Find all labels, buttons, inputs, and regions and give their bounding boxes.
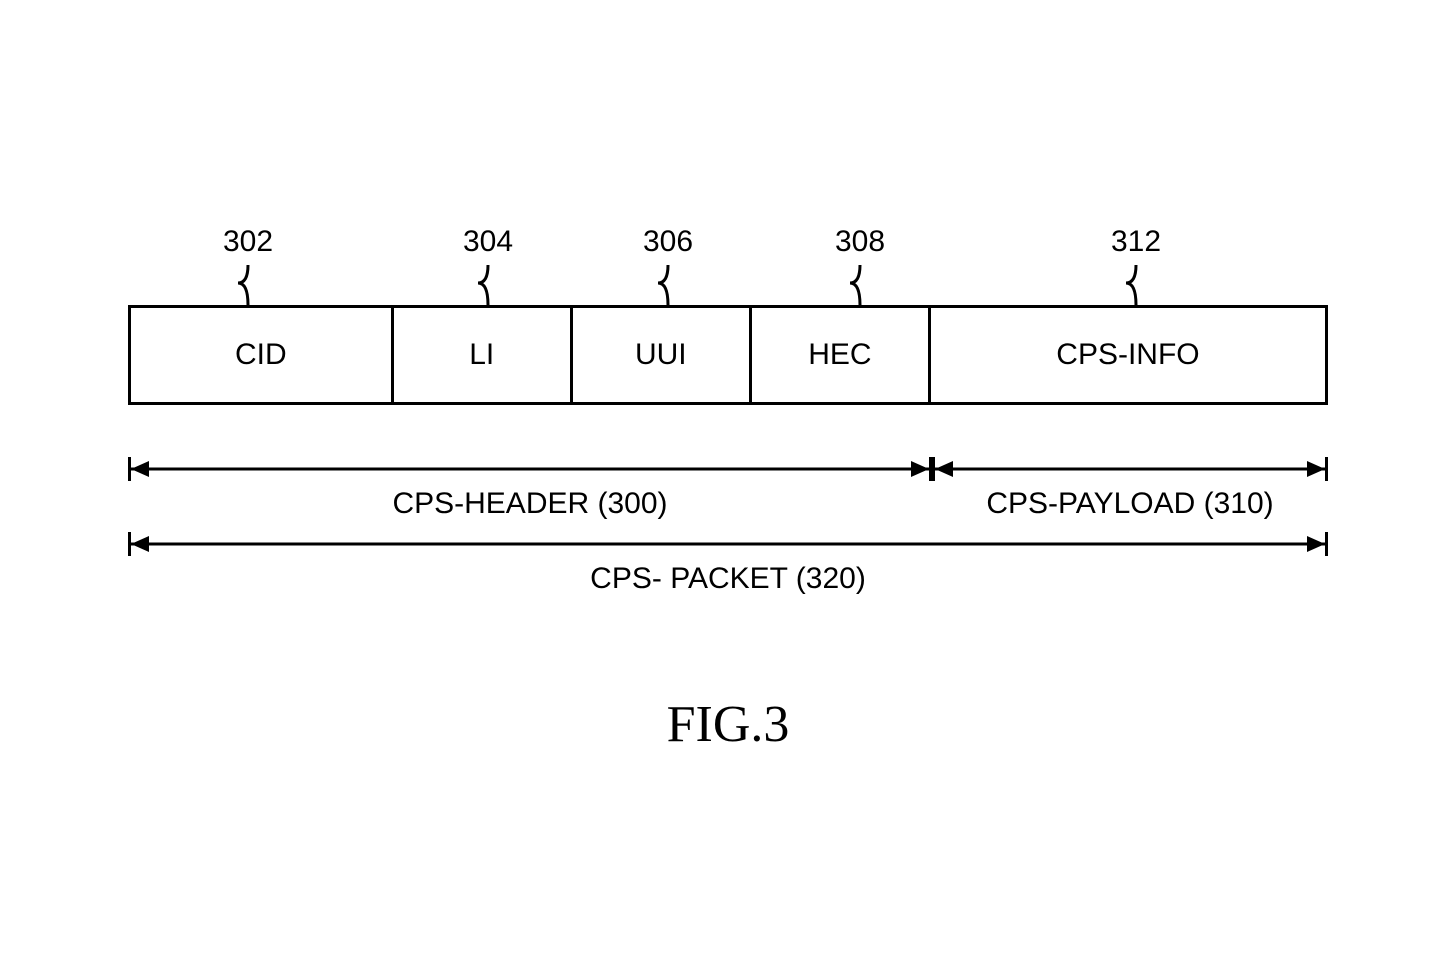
dimension-row: CPS-HEADER (300) CPS-PAYLOAD (310): [128, 455, 1328, 530]
ref-number: 302: [223, 225, 273, 259]
packet-field: CID: [131, 308, 394, 402]
ref-number: 304: [463, 225, 513, 259]
dimension-row: CPS- PACKET (320): [128, 530, 1328, 605]
ref-hook-icon: [668, 265, 688, 295]
dimension-label: CPS-PAYLOAD (310): [986, 487, 1273, 521]
packet-structure-row: CIDLIUUIHECCPS-INFO: [128, 305, 1328, 405]
ref-hook-icon: [248, 265, 268, 295]
dimension-arrow-icon: [128, 530, 1328, 558]
packet-field: UUI: [573, 308, 752, 402]
dimension-arrow-icon: [932, 455, 1328, 483]
dimensions-section: CPS-HEADER (300) CPS-PAYLOAD (310) CPS- …: [128, 455, 1328, 605]
ref-hook-icon: [488, 265, 508, 295]
ref-hook-icon: [1136, 265, 1156, 295]
diagram-container: 302 304 306 308 312 CIDLIUUIHECCPS-INFO CPS-…: [128, 225, 1328, 754]
packet-field: LI: [394, 308, 573, 402]
dimension-label: CPS- PACKET (320): [590, 562, 866, 596]
dimension-label: CPS-HEADER (300): [392, 487, 667, 521]
reference-labels-row: 302 304 306 308 312: [128, 225, 1328, 305]
ref-number: 312: [1111, 225, 1161, 259]
dimension-arrow-icon: [128, 455, 932, 483]
ref-number: 306: [643, 225, 693, 259]
packet-field: CPS-INFO: [931, 308, 1325, 402]
ref-hook-icon: [860, 265, 880, 295]
figure-caption: FIG.3: [128, 695, 1328, 754]
packet-field: HEC: [752, 308, 931, 402]
ref-number: 308: [835, 225, 885, 259]
